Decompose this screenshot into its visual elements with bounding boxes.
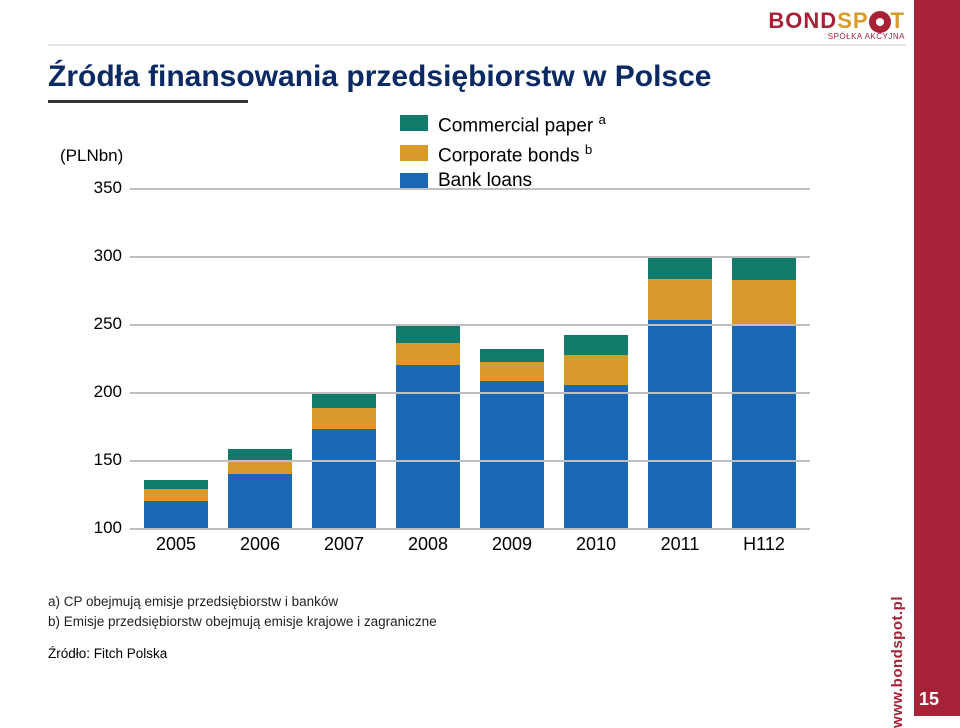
bar-segment-bank_loans — [312, 429, 376, 528]
logo-text-2: SP — [837, 8, 868, 33]
chart-bars — [130, 188, 810, 528]
bar-segment-bank_loans — [396, 365, 460, 528]
bar — [144, 480, 208, 528]
chart-legend: Commercial paper aCorporate bonds bBank … — [400, 108, 606, 193]
bar-segment-corporate_bonds — [480, 362, 544, 381]
footnotes: a) CP obejmują emisje przedsiębiorstw i … — [48, 592, 437, 632]
legend-item: Commercial paper a — [400, 108, 606, 138]
bar-segment-corporate_bonds — [648, 279, 712, 320]
x-tick-label: 2008 — [396, 534, 460, 555]
gridline — [130, 460, 810, 462]
bar-segment-commercial_paper — [732, 256, 796, 280]
bar-segment-commercial_paper — [312, 392, 376, 408]
logo-dot-icon — [869, 11, 891, 33]
y-tick-label: 300 — [80, 246, 122, 266]
page-number: 15 — [912, 689, 946, 710]
bar-segment-commercial_paper — [396, 324, 460, 343]
side-url: www.bondspot.pl — [889, 596, 906, 728]
brand-logo: BONDSPT SPÓŁKA AKCYJNA — [768, 8, 905, 41]
page-title: Źródła finansowania przedsiębiorstw w Po… — [48, 60, 712, 94]
gridline — [130, 392, 810, 394]
bar-segment-bank_loans — [480, 381, 544, 528]
bar-segment-corporate_bonds — [396, 343, 460, 365]
bar-segment-bank_loans — [228, 474, 292, 528]
bar-segment-commercial_paper — [144, 480, 208, 488]
bar-segment-commercial_paper — [564, 335, 628, 355]
footnote-a: a) CP obejmują emisje przedsiębiorstw i … — [48, 592, 437, 612]
legend-swatch — [400, 145, 428, 161]
bar-segment-corporate_bonds — [228, 460, 292, 474]
y-tick-label: 100 — [80, 518, 122, 538]
top-divider — [48, 44, 906, 46]
gridline — [130, 256, 810, 258]
legend-label: Corporate bonds b — [438, 138, 592, 168]
bar-segment-commercial_paper — [228, 449, 292, 460]
gridline — [130, 324, 810, 326]
y-tick-label: 350 — [80, 178, 122, 198]
x-tick-label: 2011 — [648, 534, 712, 555]
logo-text-1: BOND — [768, 8, 837, 33]
side-strip — [914, 0, 960, 716]
bar-segment-commercial_paper — [648, 257, 712, 279]
x-tick-label: 2005 — [144, 534, 208, 555]
y-tick-label: 150 — [80, 450, 122, 470]
source-credit: Źródło: Fitch Polska — [48, 646, 167, 661]
y-axis-unit: (PLNbn) — [60, 146, 123, 166]
x-axis-ticks: 2005 2006 2007 2008 2009 2010 2011 H112 — [130, 534, 810, 555]
bar-segment-bank_loans — [648, 320, 712, 528]
bar — [480, 349, 544, 529]
chart-plot: 100150200250300350 — [130, 188, 810, 528]
chart: Commercial paper aCorporate bonds bBank … — [60, 108, 840, 568]
bar-segment-commercial_paper — [480, 349, 544, 363]
legend-swatch — [400, 115, 428, 131]
bar-segment-bank_loans — [732, 324, 796, 528]
gridline — [130, 528, 810, 530]
bar — [564, 335, 628, 528]
legend-item: Corporate bonds b — [400, 138, 606, 168]
bar-segment-corporate_bonds — [144, 489, 208, 501]
bar-segment-corporate_bonds — [732, 280, 796, 324]
bar — [396, 324, 460, 528]
logo-text-3: T — [891, 8, 905, 33]
x-tick-label: 2007 — [312, 534, 376, 555]
bar-segment-bank_loans — [144, 501, 208, 528]
x-tick-label: 2009 — [480, 534, 544, 555]
y-tick-label: 200 — [80, 382, 122, 402]
y-tick-label: 250 — [80, 314, 122, 334]
bar-segment-corporate_bonds — [564, 355, 628, 385]
gridline — [130, 188, 810, 190]
x-tick-label: 2010 — [564, 534, 628, 555]
bar-segment-bank_loans — [564, 385, 628, 528]
x-tick-label: H112 — [732, 534, 796, 555]
bar-segment-corporate_bonds — [312, 408, 376, 428]
legend-label: Commercial paper a — [438, 108, 606, 138]
footnote-b: b) Emisje przedsiębiorstw obejmują emisj… — [48, 612, 437, 632]
x-tick-label: 2006 — [228, 534, 292, 555]
title-underline — [48, 100, 248, 103]
legend-swatch — [400, 173, 428, 189]
